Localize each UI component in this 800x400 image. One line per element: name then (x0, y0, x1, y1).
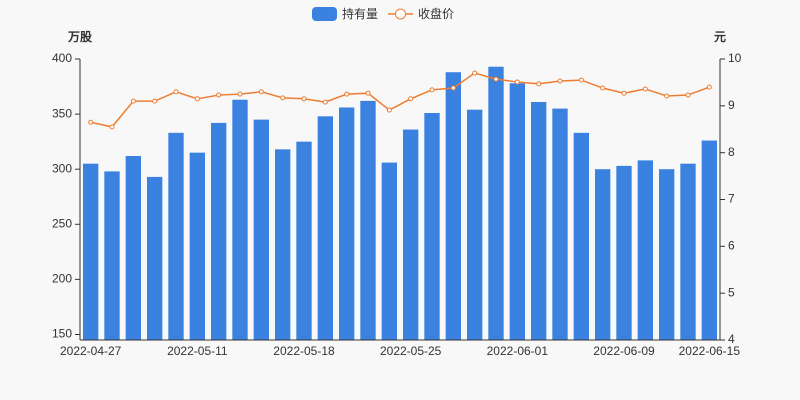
legend-swatch (395, 8, 407, 20)
bar (360, 100, 376, 340)
line-point (578, 77, 584, 83)
line-point (472, 70, 478, 76)
bar (274, 149, 291, 340)
line-point (386, 107, 392, 113)
y-tick-label: 400 (52, 51, 72, 65)
bar (637, 160, 654, 340)
line-point (685, 92, 691, 98)
y2-tick-label: 7 (728, 192, 735, 206)
bar (594, 169, 611, 340)
bar (125, 155, 142, 340)
line-point (706, 84, 712, 90)
bar (232, 99, 248, 340)
bar (104, 171, 120, 340)
bar (701, 140, 718, 340)
line-point (621, 90, 627, 96)
line-point (600, 85, 606, 91)
bar (445, 72, 462, 341)
line-point (450, 85, 456, 91)
bar (189, 152, 206, 340)
legend-label: 收盘价 (418, 6, 454, 21)
line-point (429, 87, 435, 93)
line-point (109, 124, 115, 130)
bar (210, 122, 227, 340)
bar (381, 162, 398, 340)
line-point (152, 98, 158, 104)
bar (530, 101, 547, 340)
x-tick-label: 2022-05-18 (273, 344, 335, 358)
x-tick-label: 2022-05-11 (167, 344, 228, 358)
line-point (237, 91, 243, 97)
line-point (301, 96, 307, 102)
y2-tick-label: 9 (728, 98, 735, 112)
y2-axis-title: 元 (714, 30, 726, 44)
y2-tick-label: 8 (728, 145, 735, 159)
line (90, 72, 710, 128)
bar (296, 141, 312, 340)
line-point (344, 91, 350, 97)
y-tick-label: 250 (52, 216, 72, 230)
y2-tick-label: 4 (728, 332, 735, 346)
bar (552, 108, 568, 341)
line-point (557, 78, 563, 84)
bar (82, 163, 99, 340)
line-point (514, 79, 520, 85)
y-tick-label: 300 (52, 161, 72, 175)
legend-label: 持有量 (342, 6, 378, 21)
line-point (408, 96, 414, 102)
bar (424, 112, 440, 340)
x-tick-label: 2022-06-01 (487, 344, 549, 358)
bar (146, 176, 163, 340)
bar (168, 132, 184, 340)
y2-tick-label: 6 (728, 239, 735, 253)
line-point (173, 89, 179, 95)
x-tick-label: 2022-06-15 (679, 344, 741, 358)
bar (338, 107, 355, 341)
bar (402, 129, 419, 340)
x-tick-label: 2022-06-09 (593, 344, 655, 358)
bar (488, 66, 504, 341)
y2-tick-label: 10 (728, 51, 742, 65)
line-point (258, 89, 264, 95)
line-point (365, 90, 371, 96)
y-tick-label: 150 (52, 327, 72, 341)
bar (317, 116, 334, 340)
bar (573, 132, 590, 340)
bar (680, 163, 696, 340)
y-axis-title: 万股 (67, 29, 93, 44)
y2-tick-label: 5 (728, 285, 735, 299)
x-tick-label: 2022-05-25 (380, 344, 442, 358)
bar (253, 119, 270, 340)
bar (466, 109, 483, 341)
legend-swatch (312, 7, 337, 21)
y-tick-label: 350 (52, 106, 72, 120)
line-point (280, 95, 286, 101)
line-point (88, 119, 94, 125)
line-point (322, 99, 328, 105)
line-point (194, 96, 200, 102)
x-tick-label: 2022-04-27 (60, 344, 122, 358)
bar (658, 169, 675, 340)
line-point (664, 93, 670, 99)
line-point (642, 86, 648, 92)
line-point (493, 76, 499, 82)
line-point (536, 81, 542, 87)
line-point (216, 92, 222, 98)
bar (509, 83, 526, 340)
line-point (130, 98, 136, 104)
bar (616, 165, 632, 340)
y-tick-label: 200 (52, 272, 72, 286)
